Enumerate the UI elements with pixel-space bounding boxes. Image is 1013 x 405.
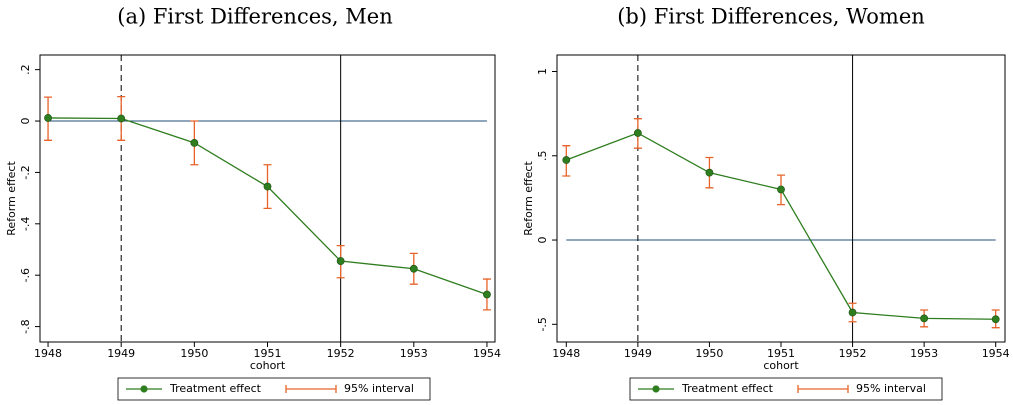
legend-swatch: [140, 385, 148, 393]
point: [409, 264, 418, 273]
x-tick-label: 1950: [180, 347, 208, 360]
y-tick-label: -.8: [19, 319, 32, 333]
point: [705, 168, 714, 177]
x-axis-label: cohort: [250, 359, 286, 372]
y-tick-label: -.6: [19, 268, 32, 282]
point: [263, 182, 272, 191]
y-tick-label: -.4: [19, 217, 32, 231]
chart-title: (a) First Differences, Men: [117, 5, 392, 29]
point: [44, 114, 52, 122]
point: [190, 138, 199, 147]
legend-swatch: [797, 385, 849, 393]
y-tick-label: .2: [19, 64, 32, 75]
line: [566, 132, 996, 320]
x-tick-label: 1953: [400, 347, 428, 360]
y-axis-label: Reform effect: [522, 161, 535, 236]
x-tick-label: 1948: [552, 347, 580, 360]
point: [336, 257, 345, 265]
point: [777, 185, 785, 194]
point: [562, 156, 571, 164]
x-tick-label: 1948: [34, 347, 62, 360]
point: [483, 290, 491, 299]
x-tick-label: 1952: [839, 347, 867, 360]
legend-swatch: [652, 385, 660, 393]
y-tick-label: -.5: [536, 317, 549, 331]
y-tick-label: 1: [536, 68, 549, 75]
legend-label: Treatment effect: [169, 382, 262, 395]
chart-title: (b) First Differences, Women: [617, 5, 925, 29]
x-tick-label: 1951: [254, 347, 282, 360]
y-tick-label: .5: [536, 151, 549, 162]
legend-box: [629, 377, 943, 401]
x-tick-label: 1951: [767, 347, 795, 360]
x-tick-label: 1950: [695, 347, 723, 360]
legend-label: 95% interval: [344, 382, 414, 395]
point: [633, 129, 642, 137]
x-tick-label: 1949: [107, 347, 135, 360]
legend-box: [117, 377, 431, 401]
legend-swatch: [285, 385, 337, 393]
y-tick-label: 0: [536, 237, 549, 244]
point: [117, 114, 126, 123]
x-tick-label: 1953: [910, 347, 938, 360]
x-tick-label: 1954: [982, 347, 1010, 360]
point: [991, 315, 1000, 324]
legend-label: 95% interval: [856, 382, 926, 395]
y-tick-label: -.2: [19, 165, 32, 179]
x-tick-label: 1952: [327, 347, 355, 360]
legend-label: Treatment effect: [681, 382, 774, 395]
y-tick-label: 0: [19, 118, 32, 125]
point: [920, 314, 929, 323]
y-axis-label: Reform effect: [5, 161, 18, 236]
point: [848, 308, 857, 317]
x-tick-label: 1954: [473, 347, 501, 360]
x-axis-label: cohort: [763, 359, 799, 372]
x-tick-label: 1949: [624, 347, 652, 360]
